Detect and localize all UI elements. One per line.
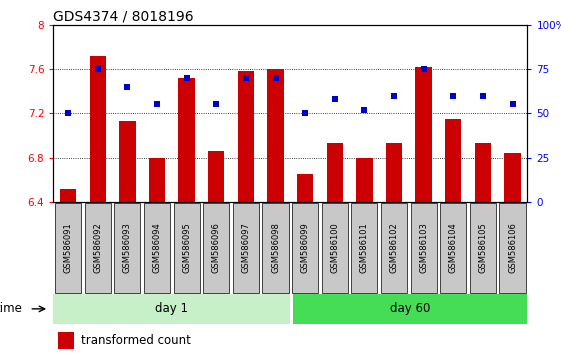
Bar [119, 121, 136, 202]
Text: GSM586091: GSM586091 [63, 222, 72, 273]
FancyBboxPatch shape [53, 294, 290, 324]
Point [479, 93, 488, 98]
Text: GSM586102: GSM586102 [389, 222, 398, 273]
Point [419, 66, 428, 72]
Point [301, 110, 310, 116]
Bar [416, 67, 432, 202]
Text: GSM586105: GSM586105 [479, 222, 488, 273]
Bar [504, 153, 521, 202]
Bar [297, 174, 313, 202]
FancyBboxPatch shape [173, 203, 200, 293]
Text: GSM586093: GSM586093 [123, 222, 132, 273]
Text: GSM586103: GSM586103 [419, 222, 428, 273]
Bar [58, 332, 73, 349]
Bar [60, 189, 76, 202]
FancyBboxPatch shape [292, 203, 318, 293]
Text: day 60: day 60 [390, 302, 430, 315]
FancyBboxPatch shape [55, 203, 81, 293]
Point [389, 93, 398, 98]
Point [271, 75, 280, 81]
Text: day 1: day 1 [155, 302, 188, 315]
Bar [356, 158, 373, 202]
FancyBboxPatch shape [351, 203, 378, 293]
Text: GSM586096: GSM586096 [211, 222, 220, 273]
Text: GSM586100: GSM586100 [330, 222, 339, 273]
Text: GSM586104: GSM586104 [449, 222, 458, 273]
FancyBboxPatch shape [499, 203, 526, 293]
Bar [445, 119, 461, 202]
Point [330, 96, 339, 102]
FancyBboxPatch shape [381, 203, 407, 293]
FancyBboxPatch shape [144, 203, 170, 293]
Point [63, 110, 72, 116]
FancyBboxPatch shape [233, 203, 259, 293]
Point [93, 66, 102, 72]
Text: GSM586106: GSM586106 [508, 222, 517, 273]
Bar [208, 151, 224, 202]
Bar [178, 78, 195, 202]
Bar [386, 143, 402, 202]
Point [360, 107, 369, 113]
FancyBboxPatch shape [293, 294, 527, 324]
FancyBboxPatch shape [440, 203, 466, 293]
Text: GDS4374 / 8018196: GDS4374 / 8018196 [53, 10, 194, 24]
FancyBboxPatch shape [321, 203, 348, 293]
FancyBboxPatch shape [411, 203, 436, 293]
Point [508, 102, 517, 107]
Text: transformed count: transformed count [81, 334, 191, 347]
Bar [149, 158, 165, 202]
Point [182, 75, 191, 81]
Bar [475, 143, 491, 202]
Point [241, 75, 250, 81]
Point [211, 102, 220, 107]
FancyBboxPatch shape [114, 203, 140, 293]
Bar [268, 69, 284, 202]
FancyBboxPatch shape [470, 203, 496, 293]
Text: GSM586097: GSM586097 [241, 222, 250, 273]
Text: GSM586099: GSM586099 [301, 222, 310, 273]
FancyBboxPatch shape [203, 203, 229, 293]
FancyBboxPatch shape [263, 203, 288, 293]
Text: GSM586098: GSM586098 [271, 222, 280, 273]
Text: GSM586095: GSM586095 [182, 222, 191, 273]
Point [153, 102, 162, 107]
Text: GSM586094: GSM586094 [153, 222, 162, 273]
FancyBboxPatch shape [85, 203, 111, 293]
Text: GSM586092: GSM586092 [93, 222, 102, 273]
Bar [327, 143, 343, 202]
Text: GSM586101: GSM586101 [360, 222, 369, 273]
Bar [238, 71, 254, 202]
Bar [90, 56, 106, 202]
Point [123, 84, 132, 90]
Text: time: time [0, 302, 22, 315]
Point [449, 93, 458, 98]
